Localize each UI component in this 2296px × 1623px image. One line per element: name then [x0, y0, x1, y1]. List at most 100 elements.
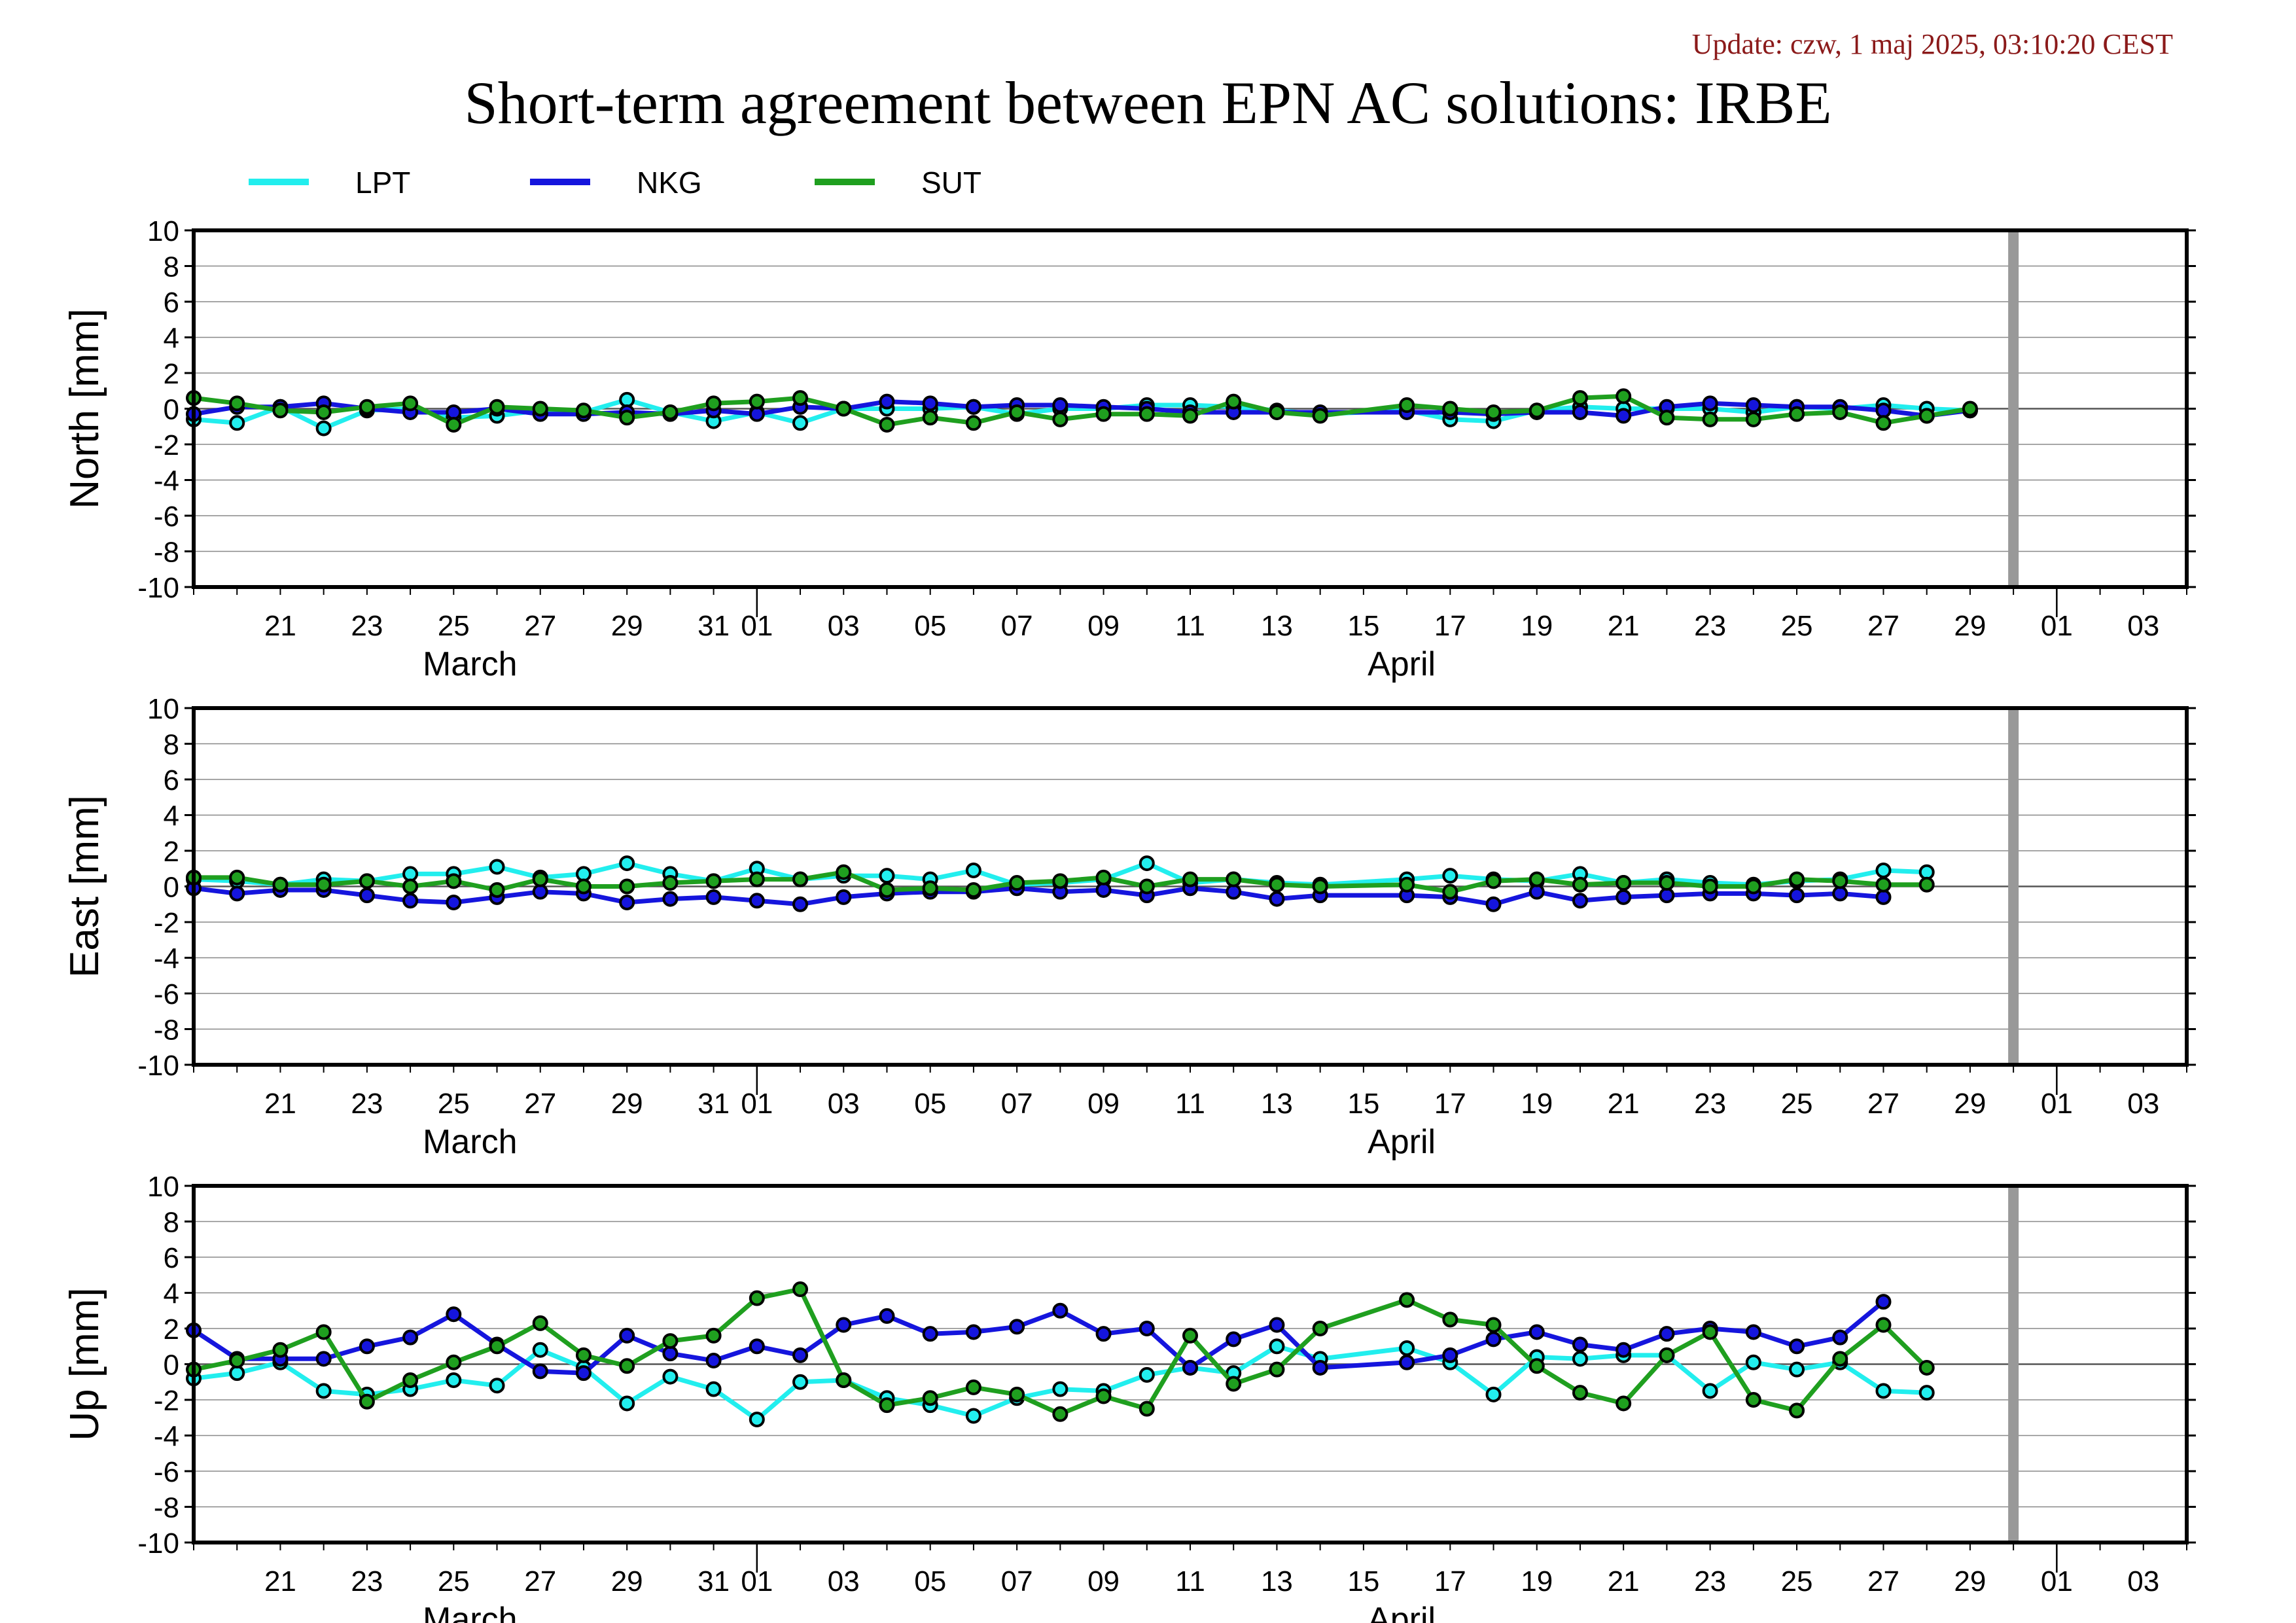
y-tick-label: 2 [164, 358, 179, 390]
data-point [1918, 408, 1935, 424]
data-point [1572, 1336, 1588, 1353]
data-point [1832, 1329, 1848, 1346]
data-point [1095, 1326, 1112, 1342]
data-point [1659, 1326, 1675, 1342]
data-point [879, 393, 895, 410]
data-point [879, 1308, 895, 1324]
x-tick-label: 25 [438, 1565, 470, 1597]
data-point [1226, 871, 1242, 887]
data-point [705, 395, 722, 412]
x-tick-label: 21 [264, 1565, 296, 1597]
data-point [965, 399, 981, 415]
data-point [1269, 1317, 1285, 1333]
today-marker [2008, 230, 2019, 587]
data-point [1702, 1383, 1718, 1399]
data-point [1832, 873, 1848, 889]
x-tick-label: 25 [1781, 610, 1813, 642]
x-tick-label: 03 [828, 1088, 860, 1120]
data-point [446, 895, 462, 911]
data-point [619, 1327, 635, 1344]
data-point [1659, 887, 1675, 904]
data-point [879, 868, 895, 884]
data-point [879, 1397, 895, 1414]
data-point [1918, 864, 1935, 880]
x-tick-label: 27 [1867, 610, 1899, 642]
chart-title: Short-term agreement between EPN AC solu… [464, 69, 1832, 136]
data-point [922, 395, 938, 412]
x-tick-label: 01 [2041, 1565, 2073, 1597]
y-tick-label: -4 [154, 1421, 179, 1453]
data-point [705, 873, 722, 889]
data-point [446, 873, 462, 889]
x-tick-label: 05 [914, 1565, 946, 1597]
month-label-april: April [1368, 645, 1436, 683]
series-sut [186, 388, 1978, 433]
data-point [1485, 873, 1502, 889]
data-point [1052, 873, 1069, 889]
y-tick-label: -6 [154, 1456, 179, 1488]
data-point [1182, 1359, 1198, 1376]
month-label-april: April [1368, 1123, 1436, 1161]
x-tick-label: 07 [1001, 610, 1033, 642]
data-point [836, 1317, 852, 1333]
data-point [315, 404, 332, 420]
x-tick-label: 03 [2127, 1088, 2159, 1120]
data-point [922, 1390, 938, 1406]
series-line [193, 1287, 1929, 1417]
x-tick-label: 31 [698, 610, 730, 642]
data-point [879, 417, 895, 433]
data-point [1139, 878, 1155, 895]
x-tick-label: 21 [264, 1088, 296, 1120]
data-point [1399, 397, 1415, 414]
data-point [1442, 1311, 1458, 1328]
data-point [1485, 1386, 1502, 1402]
data-point [1745, 411, 1761, 427]
data-point [922, 410, 938, 426]
data-point [446, 1306, 462, 1323]
data-point [446, 404, 462, 420]
y-axis-label: Up [mm] [62, 1287, 107, 1440]
x-tick-label: 07 [1001, 1565, 1033, 1597]
legend-item-sut: SUT [815, 166, 981, 200]
data-point [1009, 404, 1025, 420]
data-point [705, 1327, 722, 1344]
data-point [1226, 883, 1242, 900]
y-tick-label: 8 [164, 1207, 179, 1239]
data-point [1399, 1292, 1415, 1308]
data-point [532, 1342, 548, 1358]
data-point [1226, 1376, 1242, 1392]
data-point [1832, 1351, 1848, 1367]
plot-frame [192, 706, 2189, 1067]
data-point [1702, 878, 1718, 895]
data-point [1875, 415, 1892, 431]
y-tick-label: 0 [164, 394, 179, 426]
x-tick-label: 23 [1694, 610, 1726, 642]
data-point [575, 878, 592, 895]
x-tick-label: 15 [1347, 1565, 1379, 1597]
y-tick-label: 8 [164, 729, 179, 761]
x-tick-label: 11 [1175, 610, 1205, 642]
data-point [359, 1393, 375, 1410]
data-point [272, 1342, 289, 1358]
x-tick-label: 31 [698, 1088, 730, 1120]
y-tick-label: 4 [164, 800, 179, 832]
x-tick-label: 21 [1608, 1565, 1640, 1597]
data-point [229, 885, 245, 902]
data-point [446, 1372, 462, 1389]
data-point [315, 876, 332, 893]
data-point [749, 393, 765, 410]
plot-frame [192, 1184, 2189, 1544]
month-label-march: March [423, 1123, 517, 1161]
data-point [489, 1338, 505, 1355]
data-point [965, 882, 981, 898]
data-point [1009, 1319, 1025, 1335]
data-point [446, 417, 462, 433]
data-point [1182, 1327, 1198, 1344]
data-point [836, 401, 852, 417]
data-point [792, 1374, 809, 1390]
x-tick-label: 11 [1175, 1088, 1205, 1120]
data-point [1269, 1338, 1285, 1355]
data-point [402, 395, 419, 412]
data-point [749, 893, 765, 909]
data-point [1659, 410, 1675, 426]
